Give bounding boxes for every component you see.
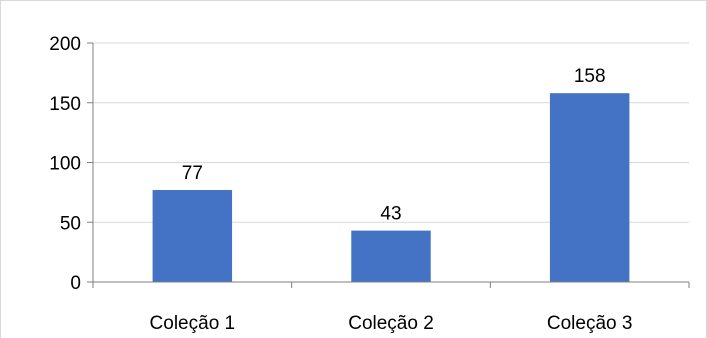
category-label: Coleção 1 (150, 313, 236, 334)
category-label: Coleção 2 (348, 313, 434, 334)
bar (152, 189, 233, 282)
bars (152, 93, 630, 282)
category-label: Coleção 3 (547, 313, 633, 334)
y-tick-label: 200 (49, 34, 81, 55)
y-tick-label: 50 (60, 213, 81, 234)
data-label: 158 (574, 66, 606, 87)
data-labels: 77 43 158 (182, 66, 606, 224)
y-tick-label: 100 (49, 154, 81, 175)
y-axis-tick-labels: 0 50 100 150 200 (49, 34, 81, 294)
x-axis-category-labels: Coleção 1 Coleção 2 Coleção 3 (150, 313, 633, 334)
bar (549, 93, 630, 282)
bar (351, 230, 431, 282)
axes (92, 43, 690, 288)
data-label: 77 (182, 163, 203, 184)
data-label: 43 (380, 204, 401, 225)
chart-frame-left-edge (0, 0, 1, 338)
y-tick-label: 0 (70, 273, 81, 294)
y-tick-label: 150 (49, 94, 81, 115)
